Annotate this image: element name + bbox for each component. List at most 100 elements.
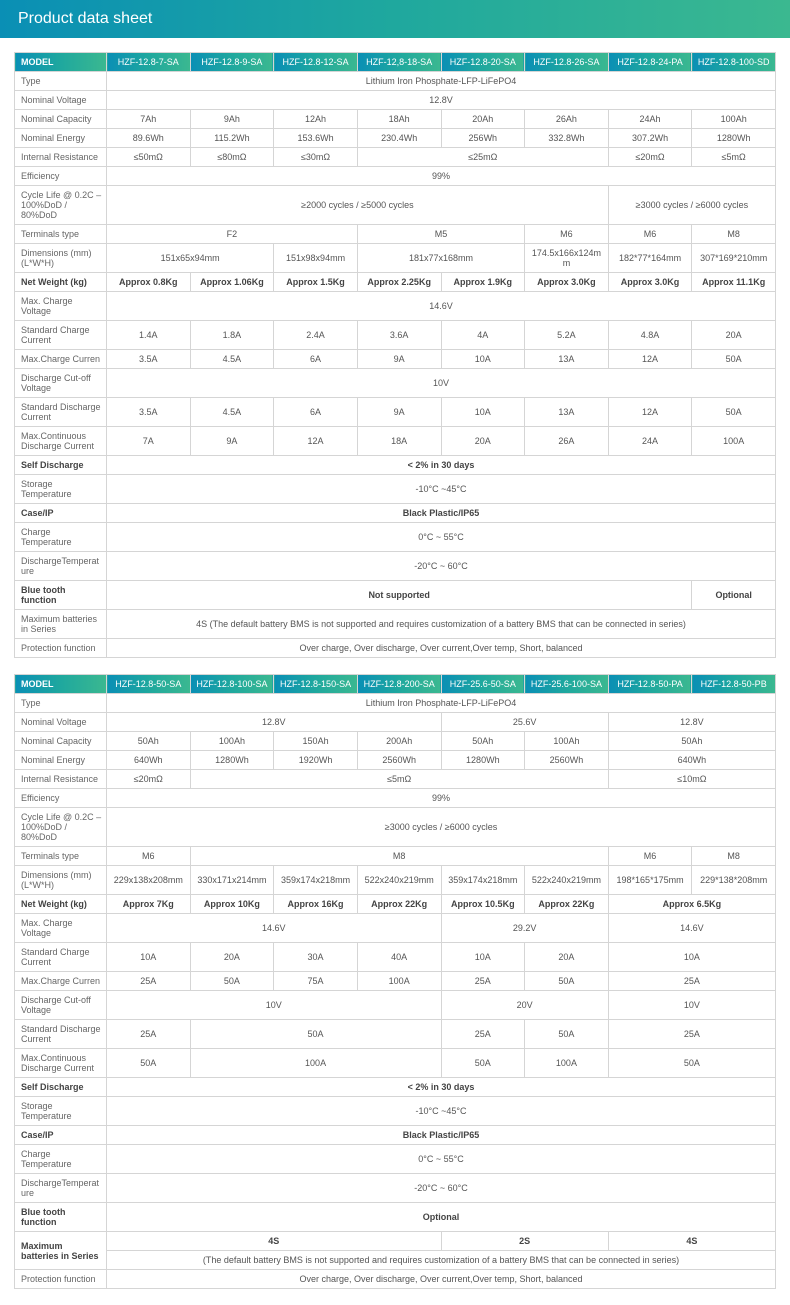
- t1-dim-c: 181x77x168mm: [357, 244, 524, 273]
- t1-nw-3: Approx 2.25Kg: [357, 273, 441, 292]
- t2-mdc-a: 50A: [107, 1049, 191, 1078]
- t1-m5: HZF-12.8-26-SA: [525, 53, 609, 72]
- t1-dcv-val: 10V: [107, 369, 776, 398]
- t2-eff-val: 99%: [107, 789, 776, 808]
- t2-tt-label: Terminals type: [15, 847, 107, 866]
- t1-mdc-5: 26A: [525, 427, 609, 456]
- t1-ne-4: 256Wh: [441, 129, 525, 148]
- t1-mcc-3: 9A: [357, 350, 441, 369]
- t2-m1: HZF-12.8-100-SA: [190, 675, 274, 694]
- t2-ne-label: Nominal Energy: [15, 751, 107, 770]
- t1-mdc-6: 24A: [608, 427, 692, 456]
- t2-dim-5: 522x240x219mm: [525, 866, 609, 895]
- t2-dim-label: Dimensions (mm) (L*W*H): [15, 866, 107, 895]
- t1-m1: HZF-12.8-9-SA: [190, 53, 274, 72]
- t1-nc-0: 7Ah: [107, 110, 191, 129]
- t2-mdc-b: 100A: [190, 1049, 441, 1078]
- t2-tt-c: M6: [608, 847, 692, 866]
- table2-wrap: MODEL HZF-12.8-50-SA HZF-12.8-100-SA HZF…: [0, 674, 790, 1305]
- t2-nc-5: 100Ah: [525, 732, 609, 751]
- t2-eff-label: Efficiency: [15, 789, 107, 808]
- t2-nw-a: Approx 7Kg: [107, 895, 191, 914]
- t1-mb-val: 4S (The default battery BMS is not suppo…: [107, 610, 776, 639]
- t1-bt-b: Optional: [692, 581, 776, 610]
- t1-tt-d: M6: [608, 225, 692, 244]
- t2-bt-val: Optional: [107, 1203, 776, 1232]
- t1-m4: HZF-12.8-20-SA: [441, 53, 525, 72]
- t1-ir-3: ≤25mΩ: [357, 148, 608, 167]
- t1-bt-a: Not supported: [107, 581, 692, 610]
- t1-dim-d: 174.5x166x124mm: [525, 244, 609, 273]
- t1-header-row: MODEL HZF-12.8-7-SA HZF-12.8-9-SA HZF-12…: [15, 53, 776, 72]
- t2-mcc-4: 25A: [441, 972, 525, 991]
- t1-cip-val: Black Plastic/IP65: [107, 504, 776, 523]
- t1-sdc-2: 6A: [274, 398, 358, 427]
- t2-nw-g: Approx 6.5Kg: [608, 895, 775, 914]
- t2-sdc-c: 25A: [441, 1020, 525, 1049]
- t2-dcv-label: Discharge Cut-off Voltage: [15, 991, 107, 1020]
- t2-sdc-b: 50A: [190, 1020, 441, 1049]
- t2-mb-a: 4S: [107, 1232, 442, 1251]
- t2-sd-val: < 2% in 30 days: [107, 1078, 776, 1097]
- t1-ne-1: 115.2Wh: [190, 129, 274, 148]
- page-title: Product data sheet: [0, 0, 790, 38]
- t2-m3: HZF-12.8-200-SA: [357, 675, 441, 694]
- t2-mb-label: Maximum batteries in Series: [15, 1232, 107, 1270]
- t2-mcc-2: 75A: [274, 972, 358, 991]
- t1-dim-a: 151x65x94mm: [107, 244, 274, 273]
- t2-ne-1: 1280Wh: [190, 751, 274, 770]
- t2-m5: HZF-25.6-100-SA: [525, 675, 609, 694]
- t1-mdc-2: 12A: [274, 427, 358, 456]
- t1-nv-label: Nominal Voltage: [15, 91, 107, 110]
- t2-sdc-a: 25A: [107, 1020, 191, 1049]
- t2-type-val: Lithium Iron Phosphate-LFP-LiFePO4: [107, 694, 776, 713]
- t1-ir-1: ≤80mΩ: [190, 148, 274, 167]
- t1-m3: HZF-12,8-18-SA: [357, 53, 441, 72]
- t2-ct-val: 0°C ~ 55°C: [107, 1145, 776, 1174]
- t1-scc-7: 20A: [692, 321, 776, 350]
- t2-mcv-b: 29.2V: [441, 914, 608, 943]
- t2-ne-2: 1920Wh: [274, 751, 358, 770]
- t2-dim-7: 229*138*208mm: [692, 866, 776, 895]
- spec-table-2: MODEL HZF-12.8-50-SA HZF-12.8-100-SA HZF…: [14, 674, 776, 1289]
- t2-mcv-label: Max. Charge Voltage: [15, 914, 107, 943]
- t2-ir-b: ≤5mΩ: [190, 770, 608, 789]
- t2-dim-0: 229x138x208mm: [107, 866, 191, 895]
- t2-mb-c: 4S: [608, 1232, 775, 1251]
- t1-nw-0: Approx 0.8Kg: [107, 273, 191, 292]
- t1-nw-7: Approx 11.1Kg: [692, 273, 776, 292]
- t2-scc-6: 10A: [608, 943, 775, 972]
- t2-nc-4: 50Ah: [441, 732, 525, 751]
- t1-sdc-0: 3.5A: [107, 398, 191, 427]
- t1-nv-val: 12.8V: [107, 91, 776, 110]
- t1-cl-a: ≥2000 cycles / ≥5000 cycles: [107, 186, 609, 225]
- t1-tt-b: M5: [357, 225, 524, 244]
- t1-nc-3: 18Ah: [357, 110, 441, 129]
- t1-pf-val: Over charge, Over discharge, Over curren…: [107, 639, 776, 658]
- t2-dcv-a: 10V: [107, 991, 442, 1020]
- t2-tt-b: M8: [190, 847, 608, 866]
- t2-m2: HZF-12.8-150-SA: [274, 675, 358, 694]
- t2-ne-0: 640Wh: [107, 751, 191, 770]
- t2-cl-val: ≥3000 cycles / ≥6000 cycles: [107, 808, 776, 847]
- t2-nc-0: 50Ah: [107, 732, 191, 751]
- t1-eff-val: 99%: [107, 167, 776, 186]
- t1-pf-label: Protection function: [15, 639, 107, 658]
- t1-nw-label: Net Weight (kg): [15, 273, 107, 292]
- t2-m0: HZF-12.8-50-SA: [107, 675, 191, 694]
- t2-ne-3: 2560Wh: [357, 751, 441, 770]
- t2-ir-label: Internal Resistance: [15, 770, 107, 789]
- t2-header-row: MODEL HZF-12.8-50-SA HZF-12.8-100-SA HZF…: [15, 675, 776, 694]
- t1-cip-label: Case/IP: [15, 504, 107, 523]
- t2-sdc-e: 25A: [608, 1020, 775, 1049]
- t1-nw-6: Approx 3.0Kg: [608, 273, 692, 292]
- t2-ne-5: 2560Wh: [525, 751, 609, 770]
- t1-dcv-label: Discharge Cut-off Voltage: [15, 369, 107, 398]
- t1-sdc-7: 50A: [692, 398, 776, 427]
- t2-model-label: MODEL: [15, 675, 107, 694]
- t1-mcv-label: Max. Charge Voltage: [15, 292, 107, 321]
- t2-nv-a: 12.8V: [107, 713, 442, 732]
- t2-nc-2: 150Ah: [274, 732, 358, 751]
- t2-sd-label: Self Discharge: [15, 1078, 107, 1097]
- t1-m7: HZF-12.8-100-SD: [692, 53, 776, 72]
